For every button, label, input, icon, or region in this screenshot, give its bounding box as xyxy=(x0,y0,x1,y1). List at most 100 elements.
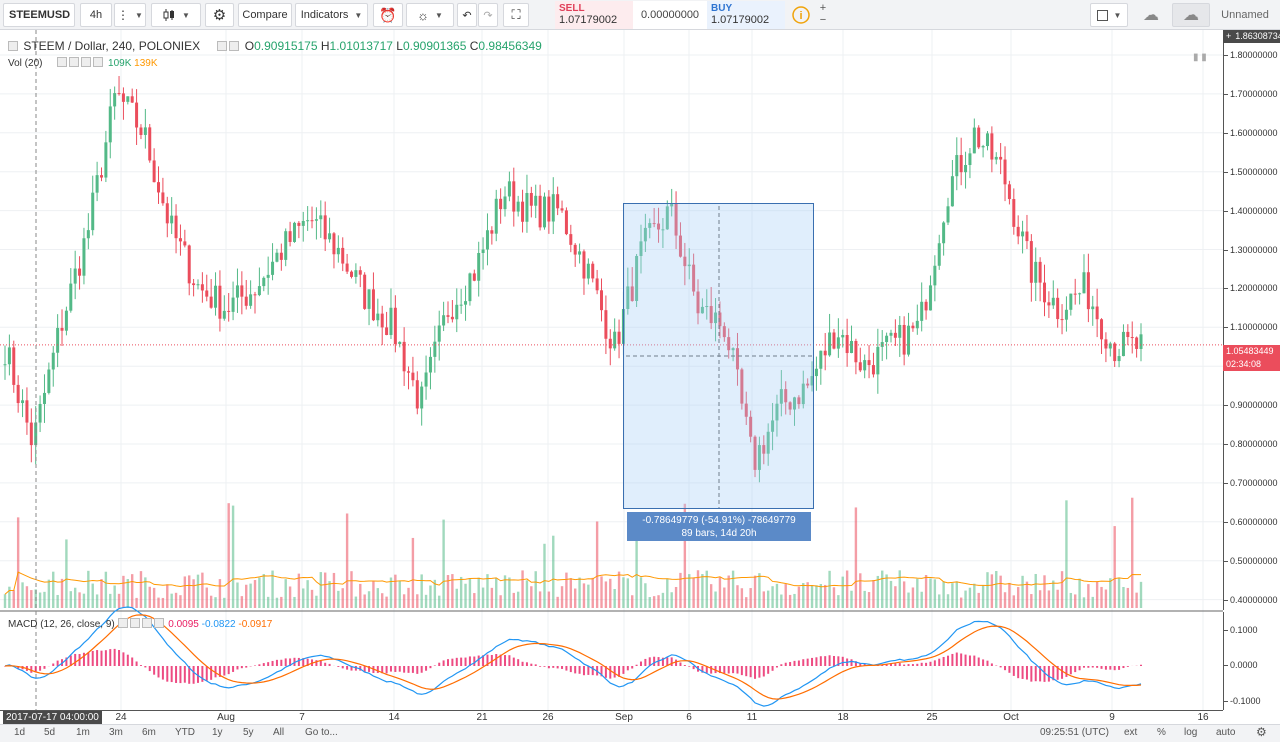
macd-histogram-bar xyxy=(1008,666,1011,673)
layout-name-button[interactable]: Unnamed xyxy=(1221,9,1269,21)
chart-canvas[interactable] xyxy=(0,0,1223,742)
eye-icon[interactable] xyxy=(117,618,128,628)
plus-icon[interactable] xyxy=(81,57,92,67)
load-layout-button[interactable]: ☁ xyxy=(1133,3,1169,27)
collapse-icon[interactable] xyxy=(8,41,18,51)
close-icon[interactable] xyxy=(153,618,164,628)
volume-bar xyxy=(280,596,283,608)
macd-histogram-bar xyxy=(1061,666,1064,679)
candle-body xyxy=(766,431,770,454)
measure-box[interactable] xyxy=(623,203,814,509)
sell-button[interactable]: SELL 1.07179002 xyxy=(555,1,633,29)
indicators-button[interactable]: Indicators ▼ xyxy=(295,3,368,27)
macd-histogram-bar xyxy=(438,662,441,666)
volume-bar xyxy=(363,594,366,608)
macd-histogram-bar xyxy=(832,655,835,666)
interval-dropdown-button[interactable]: ⋮ ▼ xyxy=(114,3,146,27)
candle-body xyxy=(354,270,358,277)
macd-histogram-value: 0.0095 xyxy=(168,619,199,630)
undo-button[interactable]: ↶ xyxy=(457,3,477,27)
macd-histogram-bar xyxy=(429,666,432,669)
volume-ma-line xyxy=(4,571,1142,595)
volume-bar xyxy=(205,587,208,608)
macd-scale[interactable]: 0.1000 0.0000 -0.1000 xyxy=(1223,612,1280,710)
chart-style-button[interactable]: ▼ xyxy=(151,3,201,27)
close-icon[interactable] xyxy=(93,57,104,67)
volume-bar xyxy=(95,594,99,608)
range-3m[interactable]: 3m xyxy=(109,727,123,738)
settings-icon[interactable] xyxy=(129,618,140,628)
macd-histogram-bar xyxy=(381,666,384,674)
volume-bar xyxy=(863,590,866,608)
volume-bar xyxy=(100,579,103,608)
alert-button[interactable]: ⏰ xyxy=(373,3,403,27)
zoom-out-icon[interactable]: − xyxy=(819,14,827,26)
volume-bar xyxy=(569,578,573,608)
eye-icon[interactable] xyxy=(217,41,228,51)
volume-bar xyxy=(455,588,458,608)
zoom-in-icon[interactable]: + xyxy=(819,2,827,14)
replay-button[interactable]: ☼ ▼ xyxy=(406,3,454,27)
gear-icon[interactable]: ⚙ xyxy=(1256,725,1267,739)
volume-bar xyxy=(104,571,108,608)
macd-histogram-bar xyxy=(17,666,20,669)
volume-bar xyxy=(367,591,371,608)
percent-toggle[interactable]: % xyxy=(1157,727,1166,738)
drawing-style-button[interactable]: ▼ xyxy=(1090,3,1128,27)
candle-body xyxy=(121,93,125,102)
volume-bar xyxy=(332,572,336,608)
volume-bar xyxy=(16,517,20,608)
candle-body xyxy=(858,362,862,371)
price-scale[interactable]: 1.80000000 1.70000000 1.60000000 1.50000000… xyxy=(1223,30,1280,610)
log-toggle[interactable]: log xyxy=(1184,727,1198,738)
volume-bar xyxy=(999,575,1002,608)
symbol-search-button[interactable]: STEEMUSD xyxy=(3,3,75,27)
save-layout-button[interactable]: ☁ xyxy=(1172,3,1210,27)
plus-icon[interactable]: + xyxy=(1226,31,1232,41)
range-1m[interactable]: 1m xyxy=(76,727,90,738)
macd-histogram-bar xyxy=(1030,666,1033,682)
range-5y[interactable]: 5y xyxy=(243,727,254,738)
candle-body xyxy=(1003,159,1007,185)
macd-histogram-bar xyxy=(389,666,392,672)
macd-histogram-bar xyxy=(990,663,993,666)
range-all[interactable]: All xyxy=(273,727,285,738)
candle-body xyxy=(446,315,450,317)
range-5d[interactable]: 5d xyxy=(44,727,56,738)
compare-button[interactable]: Compare xyxy=(238,3,292,27)
macd-histogram-bar xyxy=(775,666,778,668)
volume-bar xyxy=(543,543,546,608)
interval-button[interactable]: 4h xyxy=(80,3,112,27)
info-button[interactable]: i xyxy=(789,3,813,27)
volume-bar xyxy=(753,575,757,608)
volume-bar xyxy=(345,513,349,608)
candle-body xyxy=(385,327,389,335)
buy-button[interactable]: BUY 1.07179002 xyxy=(707,1,785,29)
settings-icon[interactable] xyxy=(69,57,80,67)
volume-bar xyxy=(600,576,603,608)
settings-icon[interactable] xyxy=(229,41,240,51)
range-6m[interactable]: 6m xyxy=(142,727,156,738)
auto-toggle[interactable]: auto xyxy=(1216,727,1236,738)
macd-histogram-bar xyxy=(104,650,107,666)
candle-body xyxy=(494,198,498,234)
volume-bar xyxy=(214,597,217,608)
range-1d[interactable]: 1d xyxy=(14,727,26,738)
candle-body xyxy=(556,194,560,209)
volume-bar xyxy=(609,578,612,608)
candle-body xyxy=(235,285,239,298)
redo-button[interactable]: ↷ xyxy=(478,3,498,27)
range-1y[interactable]: 1y xyxy=(212,727,223,738)
goto-button[interactable]: Go to... xyxy=(305,727,338,738)
settings-button[interactable]: ⚙ xyxy=(205,3,234,27)
volume-bar xyxy=(885,574,888,608)
range-ytd[interactable]: YTD xyxy=(175,727,195,738)
plus-icon[interactable] xyxy=(141,618,152,628)
volume-bar xyxy=(538,591,542,608)
pane-buttons[interactable]: ▮ ▮ xyxy=(1193,52,1207,63)
time-axis[interactable]: 24 Aug 7 14 21 26 Sep 6 11 18 25 Oct 9 16 xyxy=(0,710,1223,724)
ext-toggle[interactable]: ext xyxy=(1124,727,1138,738)
eye-icon[interactable] xyxy=(57,57,68,67)
fullscreen-button[interactable]: ⛶ xyxy=(503,3,529,27)
macd-histogram-bar xyxy=(622,666,625,674)
